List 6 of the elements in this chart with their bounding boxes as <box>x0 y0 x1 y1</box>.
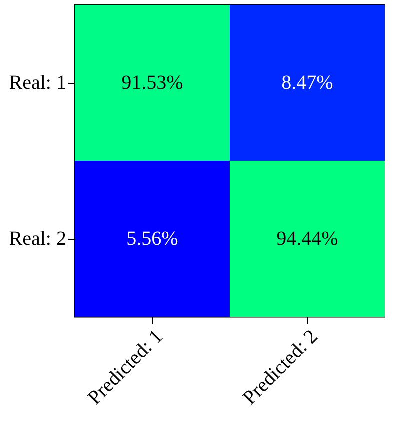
data-label: 8.47% <box>282 72 334 94</box>
data-label: 5.56% <box>126 228 178 250</box>
y-tick-label: Real: 2 <box>9 228 66 250</box>
y-tick-label: Real: 1 <box>9 72 66 94</box>
data-label: 94.44% <box>276 228 338 250</box>
data-label: 91.53% <box>122 72 184 94</box>
